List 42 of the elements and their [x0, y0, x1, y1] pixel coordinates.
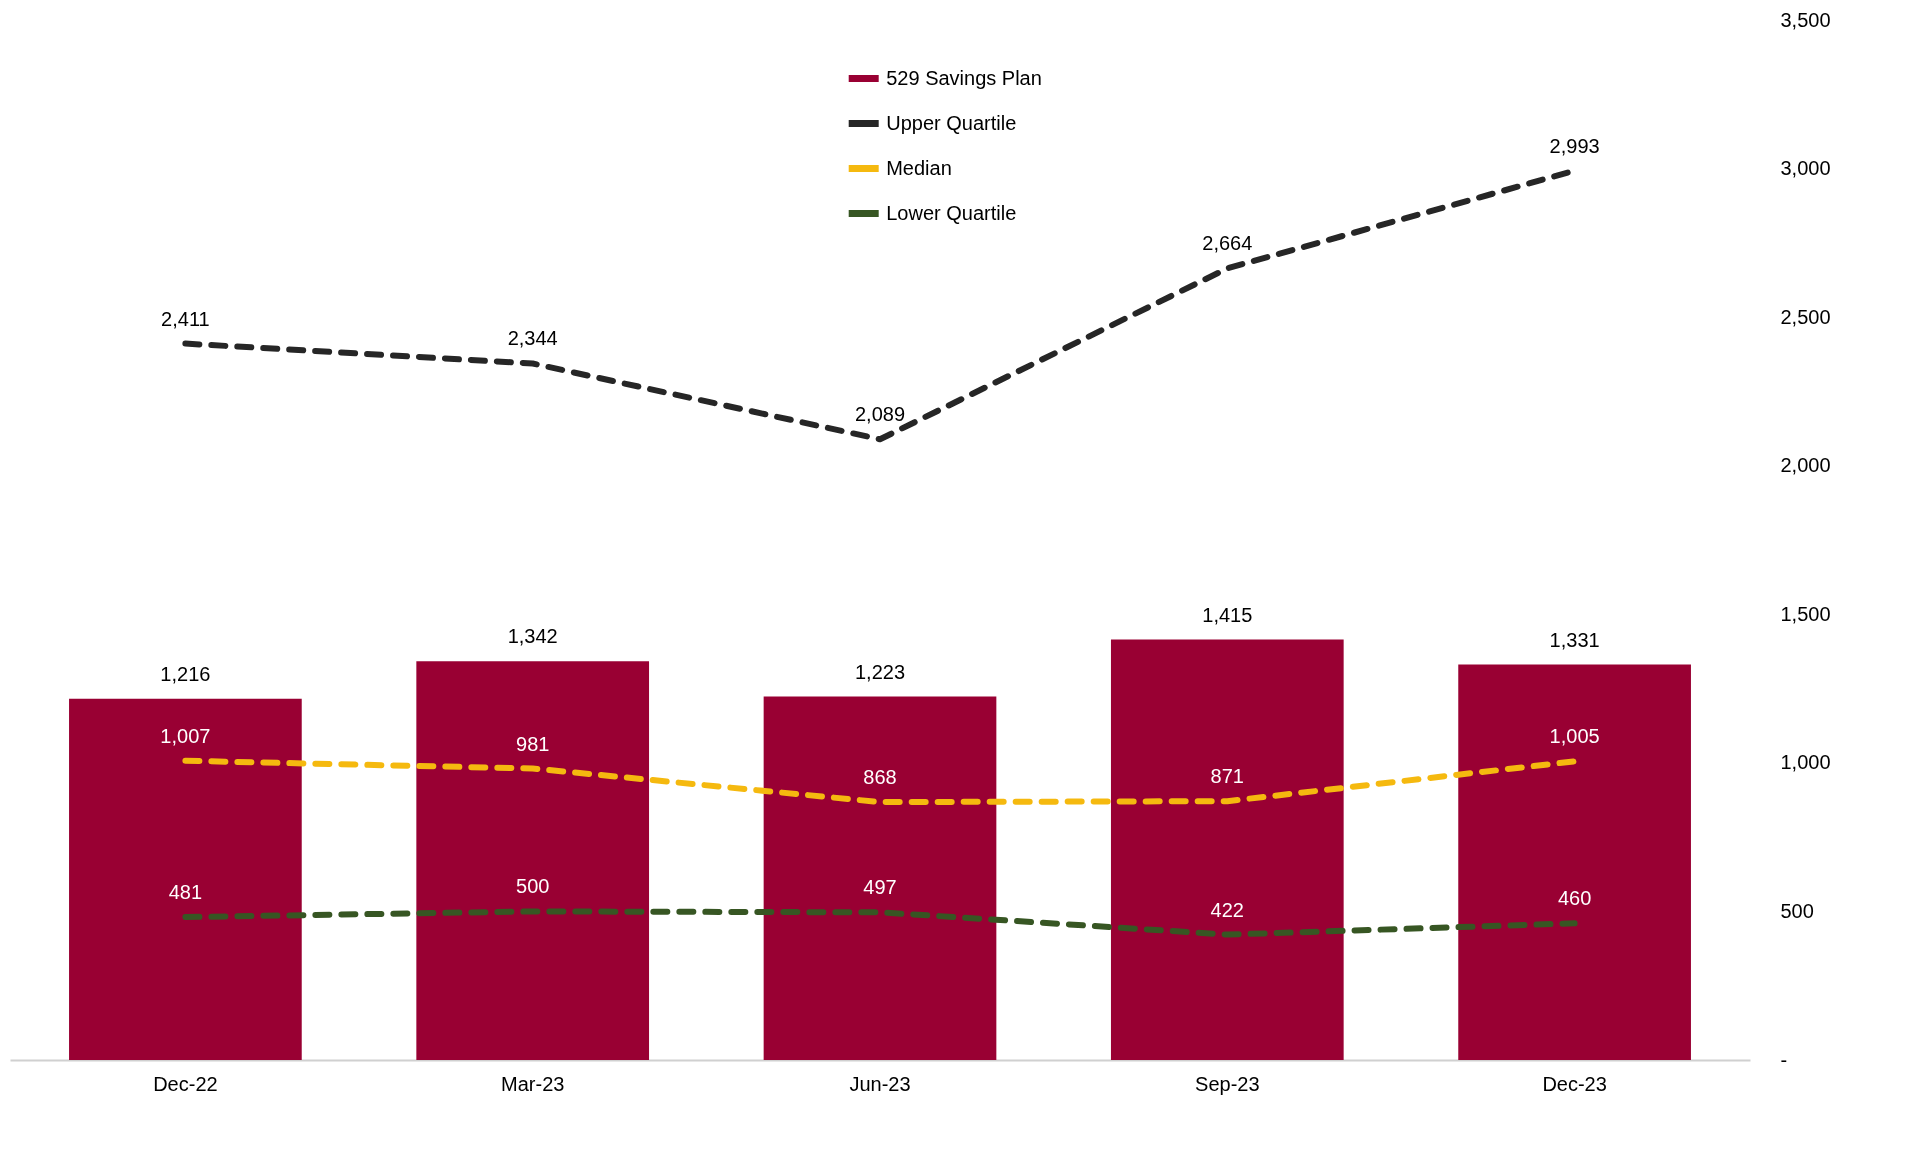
legend-label: Upper Quartile — [886, 111, 1017, 134]
data-label: 2,664 — [1202, 232, 1253, 255]
legend-label: 529 Savings Plan — [886, 66, 1042, 89]
x-tick-label: Dec-22 — [153, 1072, 218, 1095]
bar — [69, 698, 302, 1060]
data-label: 868 — [863, 766, 897, 789]
x-tick-label: Jun-23 — [849, 1072, 911, 1095]
y-tick-label: 3,000 — [1780, 157, 1831, 180]
legend-label: Median — [886, 156, 952, 179]
y-tick-label: 3,500 — [1780, 8, 1831, 31]
y-tick-label: - — [1780, 1048, 1788, 1071]
y-tick-label: 500 — [1780, 899, 1814, 922]
data-label: 460 — [1557, 887, 1592, 910]
x-tick-label: Mar-23 — [501, 1072, 565, 1095]
data-label: 1,223 — [854, 660, 906, 683]
data-label: 500 — [516, 875, 550, 898]
data-label: 2,993 — [1549, 134, 1600, 157]
legend-label: Lower Quartile — [886, 201, 1017, 224]
data-label: 2,411 — [161, 307, 210, 330]
data-label: 2,344 — [507, 327, 558, 350]
data-label: 2,089 — [854, 403, 906, 426]
data-label: 422 — [1210, 898, 1244, 921]
data-label: 1,342 — [507, 625, 558, 648]
data-label: 871 — [1210, 765, 1244, 788]
data-label: 1,415 — [1202, 603, 1253, 626]
data-label: 981 — [516, 732, 550, 755]
bar — [763, 696, 997, 1060]
bar — [1458, 664, 1691, 1060]
bar — [416, 661, 650, 1060]
data-label: 1,331 — [1549, 628, 1600, 651]
y-tick-label: 1,500 — [1780, 602, 1831, 625]
data-label: 1,216 — [160, 662, 211, 685]
x-tick-label: Sep-23 — [1195, 1072, 1260, 1095]
y-tick-label: 2,500 — [1780, 305, 1831, 328]
y-tick-label: 1,000 — [1780, 751, 1831, 774]
x-tick-label: Dec-23 — [1542, 1072, 1607, 1095]
data-label: 1,005 — [1549, 725, 1600, 748]
y-tick-label: 2,000 — [1780, 454, 1831, 477]
data-label: 1,007 — [160, 724, 211, 747]
bar — [1110, 639, 1344, 1060]
data-label: 481 — [168, 881, 203, 904]
data-label: 497 — [863, 876, 897, 899]
